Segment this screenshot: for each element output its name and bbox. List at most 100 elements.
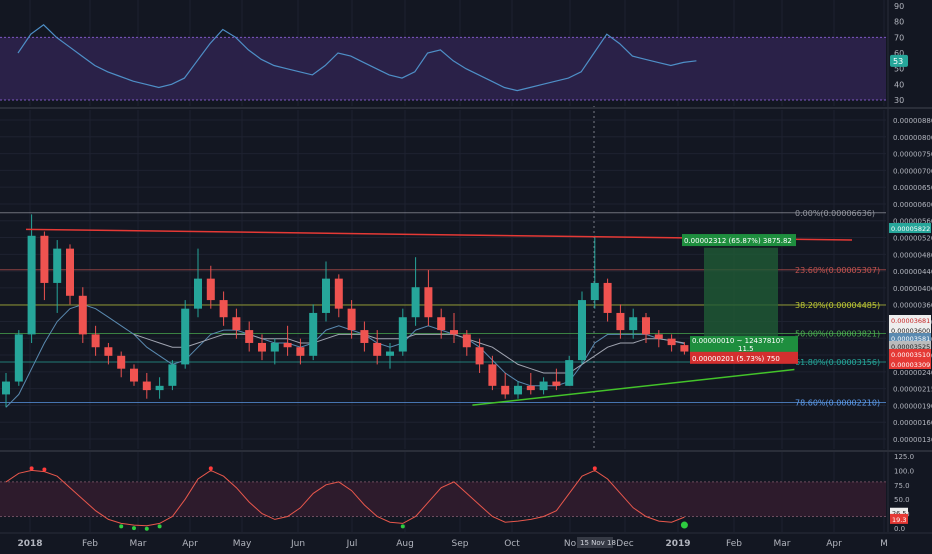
candle-body bbox=[386, 351, 394, 356]
candle-body bbox=[40, 235, 49, 283]
price-pane[interactable]: 0.00%(0.00006636) 23.60%(0.00005307) 38.20… bbox=[0, 106, 886, 449]
price-tick-label: 0.000004400 bbox=[893, 268, 932, 276]
time-axis: 2018 Feb Mar Apr May Jun Jul Aug Sep Oct No Dec 2019… bbox=[17, 537, 888, 549]
time-tick-label: 2018 bbox=[17, 539, 42, 549]
candle-body bbox=[373, 342, 382, 356]
candle-body bbox=[347, 308, 356, 331]
candle-body bbox=[270, 342, 279, 352]
time-tick-label: Sep bbox=[452, 539, 469, 549]
fib-level-label: 0.00%(0.00006636) bbox=[795, 209, 875, 218]
time-tick-label: Feb bbox=[82, 539, 98, 549]
price-badge-text: 0.00003309 bbox=[891, 361, 930, 369]
axes: 90 80 70 60 50 40 30 53 0.000008800 0.000008000 0.… bbox=[0, 0, 932, 534]
stochastic-badge-text: 26.5 bbox=[892, 510, 906, 518]
moving-average-line bbox=[133, 333, 685, 374]
candle-body bbox=[398, 317, 407, 352]
fib-level-label: 50.00%(0.00003821) bbox=[795, 329, 880, 338]
stochastic-tick-label: 100.0 bbox=[894, 467, 914, 475]
candle-body bbox=[206, 278, 215, 301]
price-badge-text: 0.00003510 bbox=[891, 351, 930, 359]
candle-body bbox=[437, 317, 446, 331]
candle-body bbox=[168, 364, 177, 386]
oversold-marker bbox=[157, 524, 162, 529]
candle-body bbox=[91, 334, 100, 348]
price-badge-text: 0.00003600 bbox=[891, 327, 930, 335]
candle-body bbox=[526, 385, 535, 391]
candle-body bbox=[181, 308, 190, 365]
price-badge-text: 0.00003681 bbox=[891, 317, 930, 325]
time-tick-label: Apr bbox=[182, 539, 198, 549]
time-tick-label: No bbox=[564, 539, 577, 549]
candle-body bbox=[104, 347, 113, 356]
time-tick-label: Oct bbox=[504, 539, 520, 549]
time-tick-label: Mar bbox=[130, 539, 147, 549]
candle-body bbox=[590, 282, 599, 301]
candle-body bbox=[309, 312, 318, 356]
target-label-box bbox=[682, 234, 796, 247]
candle-body bbox=[2, 381, 10, 395]
time-tick-label: Dec bbox=[616, 539, 633, 549]
risk-reward-label: 11.5 bbox=[738, 345, 754, 353]
stochastic-tick-label: 0.0 bbox=[894, 525, 905, 533]
candle-body bbox=[78, 295, 87, 335]
price-badge bbox=[889, 333, 931, 343]
price-tick-label: 0.000001900 bbox=[893, 402, 932, 410]
candle-body bbox=[514, 385, 522, 395]
overbought-marker bbox=[29, 466, 34, 471]
rsi-tick-label: 50 bbox=[894, 65, 904, 74]
price-badge-text: 0.00005822 bbox=[891, 225, 930, 233]
candle-body bbox=[667, 338, 676, 346]
candle-body bbox=[155, 385, 164, 391]
candle-body bbox=[501, 385, 510, 395]
candle-body bbox=[603, 282, 612, 313]
price-tick-label: 0.000004800 bbox=[893, 251, 932, 259]
fib-level-label: 61.80%(0.00003156) bbox=[795, 358, 880, 367]
crosshair-date-box bbox=[577, 537, 613, 548]
time-tick-label: Mar bbox=[774, 539, 791, 549]
candle-body bbox=[53, 248, 62, 283]
price-tick-label: 0.000002400 bbox=[893, 369, 932, 377]
candle-body bbox=[552, 381, 561, 386]
price-badge bbox=[889, 341, 931, 351]
stochastic-pane bbox=[0, 452, 886, 532]
rsi-tick-label: 90 bbox=[894, 2, 904, 11]
candle-body bbox=[258, 342, 266, 352]
stochastic-band bbox=[0, 481, 886, 517]
candle-body bbox=[232, 317, 241, 331]
candle-body bbox=[283, 342, 292, 348]
stop-label: 0.00000201 (5.73%) 750 bbox=[692, 355, 780, 363]
fib-level-label: 38.20%(0.00004485) bbox=[795, 301, 880, 310]
oversold-marker bbox=[400, 524, 405, 529]
rsi-tick-label: 70 bbox=[894, 33, 904, 42]
candle-body bbox=[565, 360, 574, 386]
price-badge bbox=[889, 223, 931, 233]
candle-body bbox=[219, 300, 228, 318]
stochastic-line bbox=[5, 469, 685, 527]
time-tick-label: 2019 bbox=[665, 539, 690, 549]
rsi-pane bbox=[0, 0, 886, 106]
price-badge bbox=[889, 315, 931, 325]
overbought-marker bbox=[208, 466, 213, 471]
stochastic-badge-text: 19.3 bbox=[892, 516, 906, 524]
candle-body bbox=[424, 287, 433, 318]
price-tick-label: 0.000008800 bbox=[893, 117, 932, 125]
candle-body bbox=[475, 347, 484, 365]
price-tick-label: 0.000007500 bbox=[893, 151, 932, 159]
time-tick-label: Jul bbox=[346, 539, 358, 549]
oversold-marker bbox=[132, 526, 136, 531]
oversold-marker bbox=[144, 526, 149, 531]
candle-body bbox=[117, 355, 126, 369]
price-tick-label: 0.000001600 bbox=[893, 419, 932, 427]
oversold-marker bbox=[119, 524, 124, 529]
candle-body bbox=[629, 317, 638, 331]
candle-body bbox=[194, 278, 202, 309]
time-tick-label: May bbox=[233, 539, 252, 549]
rsi-tick-label: 40 bbox=[894, 80, 904, 89]
candle-body bbox=[578, 300, 586, 361]
rsi-line bbox=[17, 24, 697, 92]
time-tick-label: Feb bbox=[726, 539, 742, 549]
candle-body bbox=[360, 330, 369, 343]
candle-body bbox=[14, 334, 23, 382]
